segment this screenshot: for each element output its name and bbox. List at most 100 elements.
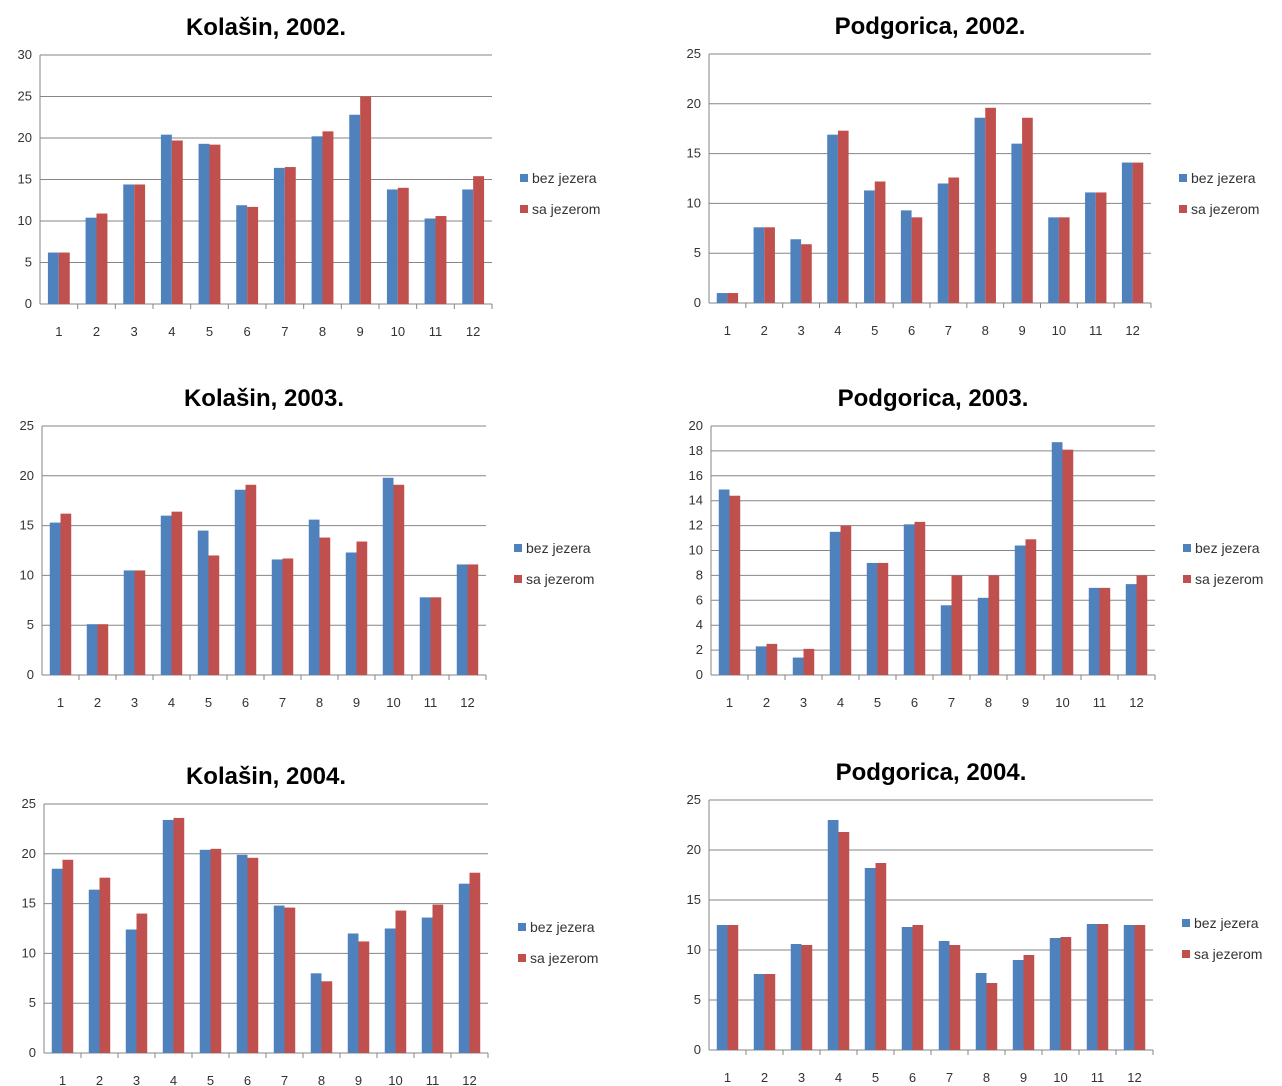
bar-bez-jezera <box>753 974 765 1050</box>
x-tick-label: 12 <box>1127 1070 1141 1085</box>
y-tick-label: 20 <box>689 418 703 433</box>
bar-bez-jezera <box>197 530 209 675</box>
bar-bez-jezera <box>1014 545 1026 675</box>
bar-sa-jezerom <box>877 562 889 675</box>
x-tick-label: 6 <box>908 323 915 338</box>
bar-sa-jezerom <box>949 945 961 1050</box>
bar-bez-jezera <box>347 933 359 1053</box>
y-tick-label: 15 <box>687 892 701 907</box>
bar-sa-jezerom <box>1025 539 1037 675</box>
x-tick-label: 5 <box>205 695 212 710</box>
bar-bez-jezera <box>85 217 97 304</box>
bar-bez-jezera <box>462 189 474 304</box>
bar-bez-jezera <box>901 927 913 1050</box>
legend-swatch <box>520 174 528 182</box>
bar-sa-jezerom <box>951 575 963 675</box>
chart-title: Kolašin, 2003. <box>184 385 344 412</box>
y-tick-label: 20 <box>687 842 701 857</box>
bar-bez-jezera <box>458 883 470 1053</box>
chart-title: Podgorica, 2002. <box>835 13 1026 40</box>
bar-bez-jezera <box>86 624 98 675</box>
legend-label: bez jezera <box>526 540 591 556</box>
legend-label: sa jezerom <box>1195 571 1263 587</box>
y-tick-label: 0 <box>694 1042 701 1057</box>
bar-bez-jezera <box>125 929 137 1053</box>
bar-sa-jezerom <box>134 184 146 304</box>
legend-label: bez jezera <box>530 919 595 935</box>
bar-sa-jezerom <box>803 648 815 675</box>
bar-bez-jezera <box>271 559 283 675</box>
legend-swatch <box>1179 205 1187 213</box>
y-tick-label: 0 <box>29 1045 36 1060</box>
bar-sa-jezerom <box>1136 575 1148 675</box>
x-tick-label: 11 <box>426 1073 440 1086</box>
x-tick-label: 10 <box>386 695 400 710</box>
x-tick-label: 8 <box>318 1073 325 1086</box>
bar-bez-jezera <box>1088 587 1100 675</box>
x-tick-label: 6 <box>911 695 918 710</box>
y-tick-label: 6 <box>696 592 703 607</box>
x-tick-label: 12 <box>1129 695 1143 710</box>
bar-sa-jezerom <box>1132 162 1144 303</box>
bar-bez-jezera <box>1011 143 1023 303</box>
x-tick-label: 1 <box>724 1070 731 1085</box>
bar-sa-jezerom <box>801 244 812 303</box>
bar-bez-jezera <box>160 515 172 675</box>
bar-sa-jezerom <box>97 624 109 675</box>
bar-sa-jezerom <box>838 832 850 1050</box>
y-tick-label: 5 <box>27 617 34 632</box>
legend-label: sa jezerom <box>530 950 598 966</box>
x-tick-label: 7 <box>281 324 288 339</box>
bar-sa-jezerom <box>985 107 996 303</box>
bar-sa-jezerom <box>60 513 72 675</box>
bar-bez-jezera <box>716 293 728 303</box>
legend-swatch <box>520 205 528 213</box>
legend-label: sa jezerom <box>526 571 594 587</box>
y-tick-label: 25 <box>20 418 34 433</box>
y-tick-label: 20 <box>687 96 701 111</box>
bar-sa-jezerom <box>247 206 259 304</box>
legend-swatch <box>1179 174 1187 182</box>
bar-sa-jezerom <box>208 555 220 675</box>
x-tick-label: 6 <box>244 1073 251 1086</box>
bar-bez-jezera <box>51 868 63 1053</box>
x-tick-label: 10 <box>391 324 405 339</box>
bar-bez-jezera <box>199 849 211 1053</box>
x-tick-label: 2 <box>96 1073 103 1086</box>
bar-bez-jezera <box>1048 217 1059 303</box>
bar-bez-jezera <box>1012 960 1024 1050</box>
x-tick-label: 10 <box>1052 323 1066 338</box>
bar-bez-jezera <box>421 917 433 1053</box>
y-tick-label: 20 <box>22 846 36 861</box>
x-tick-label: 8 <box>982 323 989 338</box>
bar-bez-jezera <box>349 114 361 304</box>
bar-bez-jezera <box>382 477 394 675</box>
x-tick-label: 5 <box>872 1070 879 1085</box>
x-tick-label: 8 <box>983 1070 990 1085</box>
bar-sa-jezerom <box>209 144 221 304</box>
bar-bez-jezera <box>386 189 398 304</box>
x-tick-label: 4 <box>837 695 844 710</box>
bar-sa-jezerom <box>284 167 296 304</box>
bar-bez-jezera <box>718 489 730 675</box>
bar-sa-jezerom <box>764 974 776 1050</box>
bar-sa-jezerom <box>911 217 923 303</box>
bar-sa-jezerom <box>469 872 481 1053</box>
legend-swatch <box>1182 919 1190 927</box>
bar-sa-jezerom <box>99 877 111 1053</box>
bar-sa-jezerom <box>356 541 368 675</box>
x-tick-label: 9 <box>1022 695 1029 710</box>
y-tick-label: 5 <box>25 255 32 270</box>
bar-bez-jezera <box>864 190 875 303</box>
bar-sa-jezerom <box>1058 217 1070 303</box>
x-tick-label: 1 <box>726 695 733 710</box>
x-tick-label: 7 <box>279 695 286 710</box>
bar-bez-jezera <box>49 522 61 675</box>
bar-sa-jezerom <box>766 643 778 675</box>
bar-bez-jezera <box>310 973 322 1053</box>
